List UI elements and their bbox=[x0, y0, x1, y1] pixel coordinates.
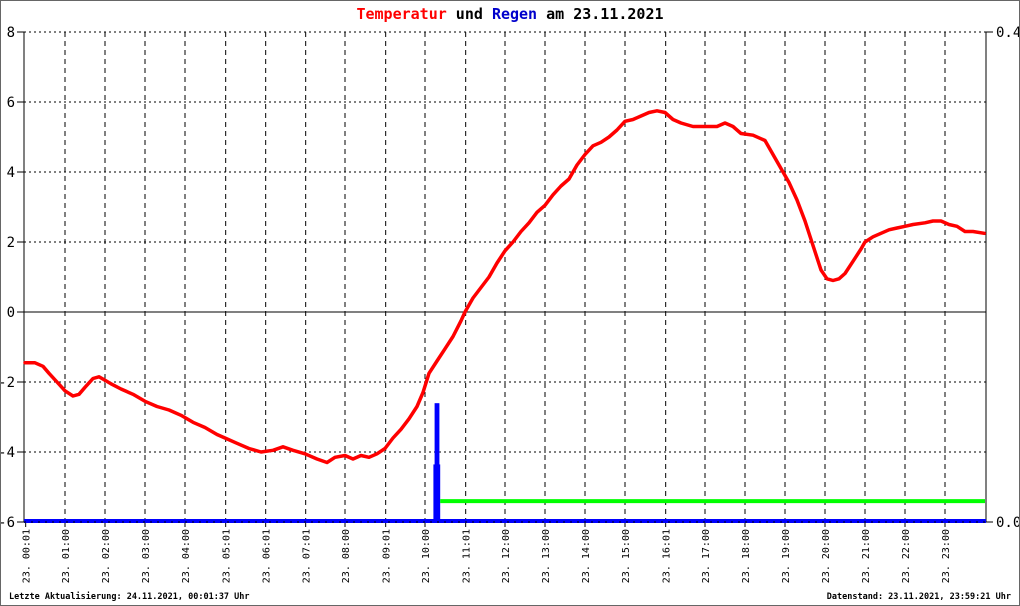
left-axis-tick-label: -6 bbox=[1, 515, 15, 531]
chart-title: Temperatur und Regen am 23.11.2021 bbox=[1, 5, 1019, 23]
x-axis-tick-label: 23. 10:00 bbox=[421, 529, 432, 583]
left-axis-tick-label: 0 bbox=[7, 305, 15, 321]
x-axis-tick-label: 23. 20:00 bbox=[821, 529, 832, 583]
title-und: und bbox=[446, 5, 492, 23]
data-timestamp-text: Datenstand: 23.11.2021, 23:59:21 Uhr bbox=[826, 592, 1011, 602]
left-axis-tick-label: 8 bbox=[7, 25, 15, 41]
x-axis-tick-label: 23. 08:00 bbox=[341, 529, 352, 583]
x-axis-tick-label: 23. 11:01 bbox=[462, 529, 473, 583]
left-axis-tick-label: 4 bbox=[7, 165, 15, 181]
x-axis-tick-label: 23. 04:00 bbox=[181, 529, 192, 583]
right-axis-tick-label: 0.4 bbox=[996, 25, 1019, 41]
x-axis-tick-label: 23. 19:00 bbox=[781, 529, 792, 583]
x-axis-tick-label: 23. 01:00 bbox=[61, 529, 72, 583]
left-axis-tick-label: 2 bbox=[7, 235, 15, 251]
axis-tick-labels: 8 6 4 2 0 -2 -4 -6 23. 00:01 23. 01:00 23. 02:00 23… bbox=[1, 25, 1019, 583]
x-axis-tick-label: 23. 07:01 bbox=[302, 529, 313, 583]
title-temperatur: Temperatur bbox=[356, 5, 447, 23]
left-axis-tick-label: 6 bbox=[7, 95, 15, 111]
x-axis-tick-label: 23. 23:00 bbox=[941, 529, 952, 583]
x-axis-tick-label: 23. 03:00 bbox=[141, 529, 152, 583]
x-axis-tick-label: 23. 18:00 bbox=[741, 529, 752, 583]
x-axis-tick-label: 23. 16:01 bbox=[662, 529, 673, 583]
x-axis-tick-label: 23. 14:00 bbox=[581, 529, 592, 583]
gridlines bbox=[24, 31, 986, 522]
left-axis-tick-label: -2 bbox=[1, 375, 15, 391]
x-axis-tick-label: 23. 12:00 bbox=[501, 529, 512, 583]
left-axis-tick-label: -4 bbox=[1, 445, 15, 461]
x-axis-tick-label: 23. 00:01 bbox=[22, 529, 33, 583]
temperature-line bbox=[23, 109, 986, 465]
x-axis-tick-label: 23. 09:01 bbox=[382, 529, 393, 583]
rain-bars bbox=[24, 403, 986, 523]
title-regen: Regen bbox=[491, 5, 538, 23]
x-axis-tick-label: 23. 22:00 bbox=[901, 529, 912, 583]
x-axis-tick-label: 23. 17:00 bbox=[701, 529, 712, 583]
x-axis-tick-label: 23. 13:00 bbox=[541, 529, 552, 583]
x-axis-tick-label: 23. 21:00 bbox=[861, 529, 872, 583]
x-axis-tick-label: 23. 15:00 bbox=[621, 529, 632, 583]
right-axis-tick-label: 0.0 bbox=[996, 515, 1019, 531]
x-axis-tick-label: 23. 02:00 bbox=[101, 529, 112, 583]
x-axis-tick-label: 23. 06:01 bbox=[262, 529, 273, 583]
title-date: am 23.11.2021 bbox=[537, 5, 664, 23]
last-update-text: Letzte Aktualisierung: 24.11.2021, 00:01… bbox=[9, 592, 250, 602]
x-axis-tick-label: 23. 05:01 bbox=[222, 529, 233, 583]
